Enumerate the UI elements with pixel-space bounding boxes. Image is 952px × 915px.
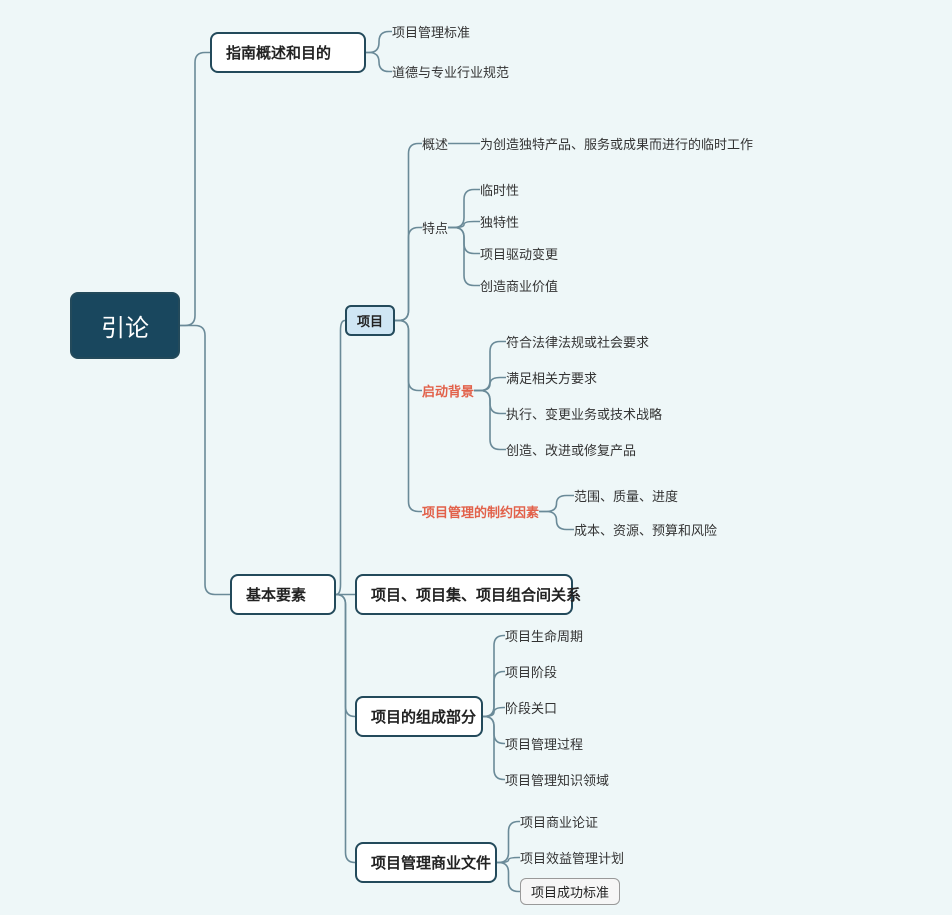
edge-guide-g2 [366,53,392,72]
node-ft3: 项目驱动变更 [480,244,558,263]
node-label: 满足相关方要求 [506,371,597,386]
node-label: 引论 [101,315,149,342]
node-d2: 项目效益管理计划 [520,848,624,867]
node-ft1: 临时性 [480,180,519,199]
node-label: 项目管理的制约因素 [422,505,539,520]
node-doc: 项目管理商业文件 [355,842,497,883]
node-label: 项目驱动变更 [480,247,558,262]
node-basic: 基本要素 [230,574,336,615]
node-label: 临时性 [480,183,519,198]
edge-p_ft-ft4 [448,228,480,286]
node-c2: 项目阶段 [505,662,557,681]
node-label: 范围、质量、进度 [574,489,678,504]
node-label: 道德与专业行业规范 [392,65,509,80]
node-g2: 道德与专业行业规范 [392,62,509,81]
node-label: 独特性 [480,215,519,230]
node-label: 特点 [422,221,448,236]
node-p_ov: 概述 [422,134,448,153]
edge-p_bg-bg2 [474,378,506,391]
node-label: 项目商业论证 [520,815,598,830]
edge-p_bg-bg1 [474,342,506,391]
node-label: 项目管理知识领域 [505,773,609,788]
node-bg2: 满足相关方要求 [506,368,597,387]
edge-comp-c1 [483,636,505,717]
edge-basic-comp [336,595,355,717]
node-cn2: 成本、资源、预算和风险 [574,520,717,539]
node-c4: 项目管理过程 [505,734,583,753]
node-label: 概述 [422,137,448,152]
node-label: 创造、改进或修复产品 [506,443,636,458]
node-label: 项目管理标准 [392,25,470,40]
connector-layer [0,0,952,915]
node-ft4: 创造商业价值 [480,276,558,295]
node-label: 项目生命周期 [505,629,583,644]
node-label: 项目成功标准 [531,885,609,900]
node-d1: 项目商业论证 [520,812,598,831]
node-label: 指南概述和目的 [226,45,331,62]
node-label: 成本、资源、预算和风险 [574,523,717,538]
edge-p_bg-bg4 [474,391,506,450]
edge-p_cn-cn1 [539,496,574,512]
node-p_ft: 特点 [422,218,448,237]
node-label: 项目效益管理计划 [520,851,624,866]
node-p_ov_d: 为创造独特产品、服务或成果而进行的临时工作 [480,134,753,153]
node-label: 项目 [357,314,383,329]
edge-root-basic [180,326,230,595]
edge-proj-p_cn [395,321,422,512]
edge-comp-c4 [483,717,505,744]
edge-doc-d3 [497,863,520,892]
node-label: 基本要素 [246,587,306,604]
edge-basic-proj [336,321,345,595]
edge-p_ft-ft1 [448,190,480,228]
node-comp: 项目的组成部分 [355,696,483,737]
edge-proj-p_bg [395,321,422,391]
node-label: 执行、变更业务或技术战略 [506,407,662,422]
node-label: 项目管理过程 [505,737,583,752]
node-label: 符合法律法规或社会要求 [506,335,649,350]
edge-guide-g1 [366,32,392,53]
node-d3: 项目成功标准 [520,878,620,905]
node-p_bg: 启动背景 [422,381,474,400]
node-bg1: 符合法律法规或社会要求 [506,332,649,351]
edge-p_bg-bg3 [474,391,506,414]
node-cn1: 范围、质量、进度 [574,486,678,505]
node-c3: 阶段关口 [505,698,557,717]
node-c1: 项目生命周期 [505,626,583,645]
node-label: 项目管理商业文件 [371,855,491,872]
node-bg3: 执行、变更业务或技术战略 [506,404,662,423]
edge-doc-d2 [497,858,520,863]
node-root: 引论 [70,292,180,359]
node-p_cn: 项目管理的制约因素 [422,502,539,521]
node-rel: 项目、项目集、项目组合间关系 [355,574,573,615]
node-guide: 指南概述和目的 [210,32,366,73]
node-label: 项目阶段 [505,665,557,680]
node-label: 阶段关口 [505,701,557,716]
node-label: 创造商业价值 [480,279,558,294]
edge-comp-c3 [483,708,505,717]
node-proj: 项目 [345,305,395,336]
node-label: 为创造独特产品、服务或成果而进行的临时工作 [480,137,753,152]
edge-proj-p_ft [395,228,422,321]
node-c5: 项目管理知识领域 [505,770,609,789]
edge-comp-c2 [483,672,505,717]
edge-proj-p_ov [395,144,422,321]
node-label: 项目、项目集、项目组合间关系 [371,587,581,604]
edge-comp-c5 [483,717,505,780]
edge-basic-doc [336,595,355,863]
edge-doc-d1 [497,822,520,863]
edge-p_ft-ft2 [448,222,480,228]
node-label: 项目的组成部分 [371,709,476,726]
node-g1: 项目管理标准 [392,22,470,41]
edge-root-guide [180,53,210,326]
edge-p_cn-cn2 [539,512,574,530]
node-bg4: 创造、改进或修复产品 [506,440,636,459]
edge-p_ft-ft3 [448,228,480,254]
node-ft2: 独特性 [480,212,519,231]
node-label: 启动背景 [422,384,474,399]
